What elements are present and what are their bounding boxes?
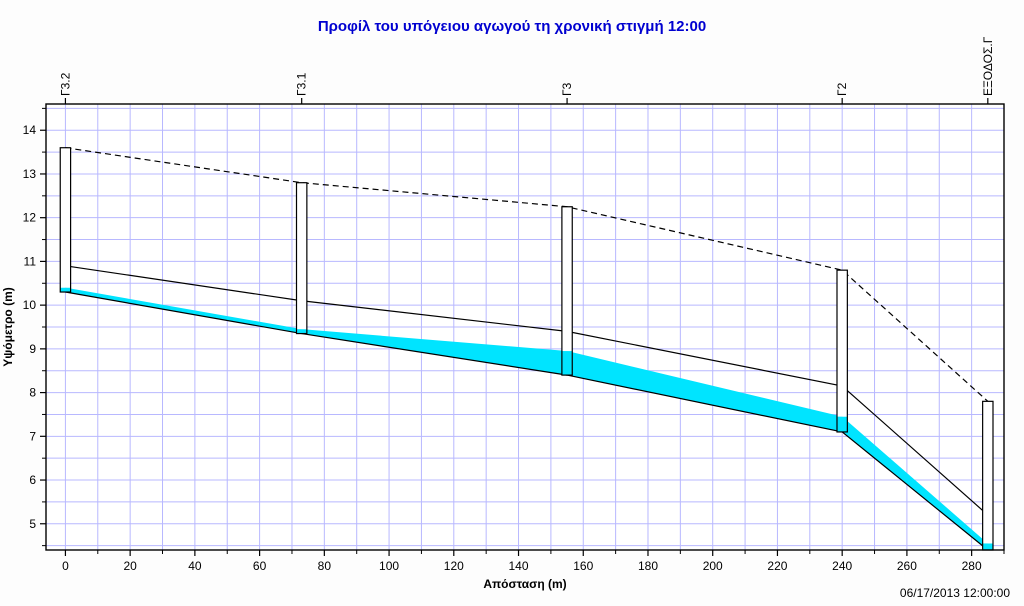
svg-text:9: 9 xyxy=(29,342,36,356)
svg-text:140: 140 xyxy=(509,559,529,573)
svg-text:ΕΞΟΔΟΣ.Γ: ΕΞΟΔΟΣ.Γ xyxy=(981,36,995,96)
svg-text:220: 220 xyxy=(767,559,787,573)
timestamp: 06/17/2013 12:00:00 xyxy=(900,586,1010,600)
svg-text:8: 8 xyxy=(29,386,36,400)
svg-text:13: 13 xyxy=(23,167,37,181)
svg-text:80: 80 xyxy=(318,559,332,573)
svg-text:10: 10 xyxy=(23,298,37,312)
svg-text:200: 200 xyxy=(703,559,723,573)
svg-text:160: 160 xyxy=(573,559,593,573)
svg-text:14: 14 xyxy=(23,123,37,137)
svg-text:Υψόμετρο (m): Υψόμετρο (m) xyxy=(1,287,15,367)
svg-text:Γ3: Γ3 xyxy=(560,82,574,96)
profile-chart: 0 20 40 60 80 100 120 140 160 180 200 220 240 260 280 5… xyxy=(0,0,1024,606)
svg-text:5: 5 xyxy=(29,517,36,531)
svg-text:20: 20 xyxy=(123,559,137,573)
svg-text:Γ3.1: Γ3.1 xyxy=(295,72,309,96)
svg-text:11: 11 xyxy=(24,254,37,268)
svg-text:Γ2: Γ2 xyxy=(835,82,849,96)
svg-text:100: 100 xyxy=(379,559,399,573)
svg-text:120: 120 xyxy=(444,559,464,573)
svg-text:Απόσταση (m): Απόσταση (m) xyxy=(483,577,566,591)
svg-text:180: 180 xyxy=(638,559,658,573)
svg-text:7: 7 xyxy=(29,429,36,443)
svg-text:60: 60 xyxy=(253,559,267,573)
svg-text:6: 6 xyxy=(29,473,36,487)
svg-text:40: 40 xyxy=(188,559,202,573)
svg-text:0: 0 xyxy=(62,559,69,573)
svg-text:Γ3.2: Γ3.2 xyxy=(58,72,72,96)
svg-text:280: 280 xyxy=(962,559,982,573)
svg-text:260: 260 xyxy=(897,559,917,573)
svg-text:240: 240 xyxy=(832,559,852,573)
svg-text:12: 12 xyxy=(23,211,37,225)
